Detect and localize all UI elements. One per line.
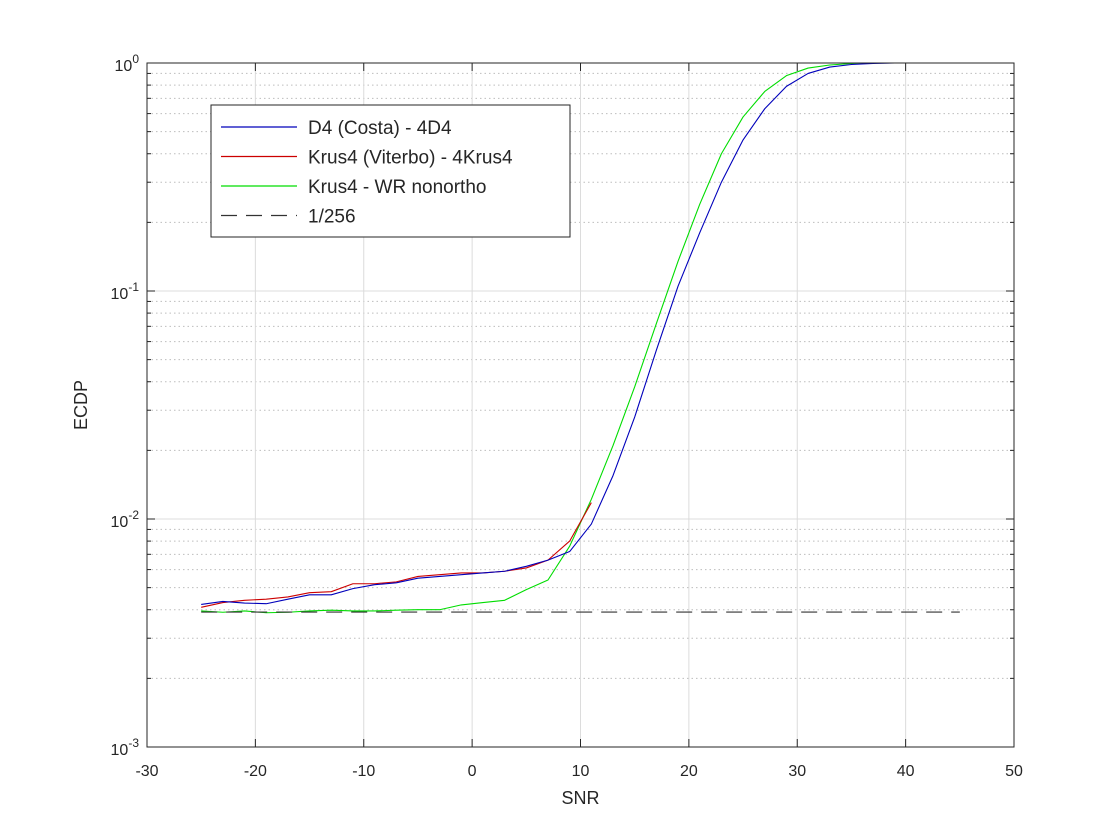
x-tick-labels: -30 -20 -10 0 10 20 30 40 50 (135, 763, 1023, 780)
legend-entry-label: Krus4 - WR nonortho (308, 177, 486, 198)
legend-entry-label: Krus4 (Viterbo) - 4Krus4 (308, 148, 513, 169)
y-tick-labels: 10-3 10-2 10-1 100 (111, 52, 140, 759)
x-tick-label: 10 (572, 763, 590, 780)
y-axis-label: ECDP (71, 380, 91, 430)
y-tick-label: 10-3 (111, 736, 140, 759)
legend-entry-label: D4 (Costa) - 4D4 (308, 118, 452, 139)
series-line-0 (201, 62, 982, 605)
x-axis-label: SNR (561, 788, 599, 808)
x-tick-label: 50 (1005, 763, 1023, 780)
series-lines (201, 62, 982, 614)
legend-entry-label: 1/256 (308, 207, 356, 228)
legend: D4 (Costa) - 4D4 Krus4 (Viterbo) - 4Krus4… (210, 104, 571, 238)
x-tick-label: -10 (352, 763, 375, 780)
x-tick-label: -30 (135, 763, 158, 780)
y-tick-label: 10-2 (111, 508, 140, 531)
y-tick-label: 100 (115, 52, 140, 75)
x-tick-label: 0 (468, 763, 477, 780)
series-line-1 (201, 502, 592, 608)
x-tick-label: 20 (680, 763, 698, 780)
x-tick-label: 30 (788, 763, 806, 780)
x-tick-label: -20 (244, 763, 267, 780)
y-tick-label: 10-1 (111, 280, 140, 303)
axis-ticks (146, 62, 1015, 748)
x-tick-label: 40 (897, 763, 915, 780)
